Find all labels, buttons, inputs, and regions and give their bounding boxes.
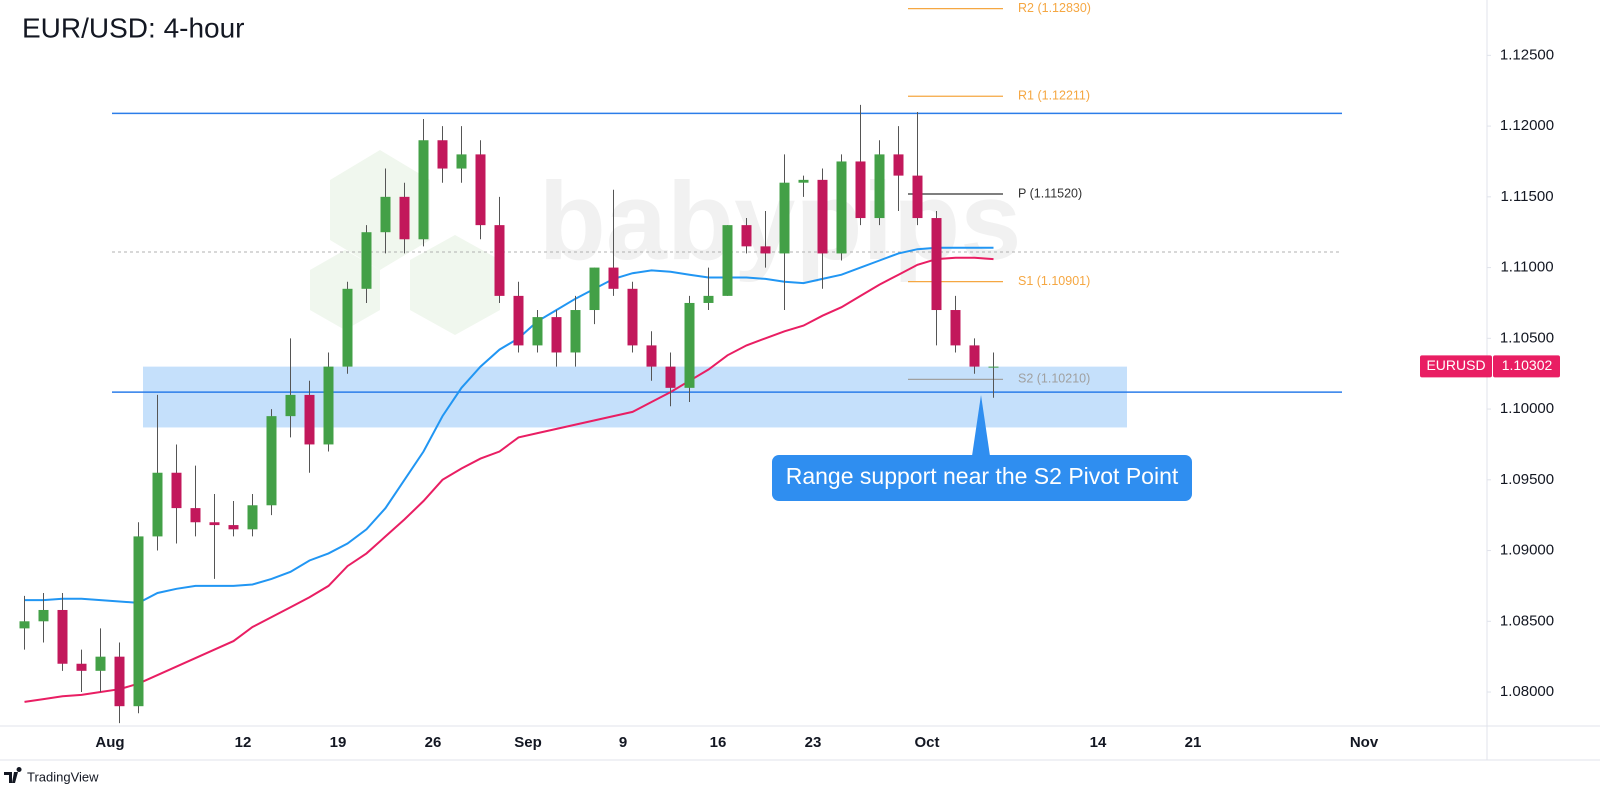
y-tick-label: 1.10500 <box>1500 329 1554 346</box>
plot-area: R2 (1.12830) R1 (1.12211) P (1.11520) S1 (1… <box>19 1 1342 724</box>
candle-body <box>304 394 315 445</box>
y-tick-label: 1.09500 <box>1500 471 1554 488</box>
candle-body <box>722 225 733 296</box>
pivot-label: R2 (1.12830) <box>1018 1 1091 15</box>
candle-body <box>874 154 885 219</box>
candle-body <box>437 140 448 169</box>
candle-body <box>247 505 258 530</box>
candle-body <box>988 366 999 368</box>
x-tick-label: 9 <box>619 734 627 751</box>
x-tick-label: Aug <box>95 734 124 751</box>
candle-body <box>19 621 30 629</box>
watermark-shape <box>410 235 500 335</box>
candle-body <box>114 656 125 707</box>
x-tick-label: 12 <box>235 734 252 751</box>
moving-average <box>24 246 994 604</box>
candle-body <box>779 182 790 254</box>
candle-body <box>969 345 980 367</box>
brand-name: TradingView <box>27 769 99 784</box>
x-tick-label: 19 <box>330 734 347 751</box>
brand-logo <box>4 767 22 783</box>
candle-body <box>855 161 866 219</box>
brand: TradingView <box>4 767 99 784</box>
candle-body <box>950 310 961 346</box>
chart-title: EUR/USD: 4-hour <box>22 12 245 43</box>
candle-body <box>589 267 600 311</box>
candle-body <box>817 179 828 254</box>
candle-body <box>361 232 372 289</box>
candle-body <box>608 267 619 289</box>
x-tick-label: 14 <box>1090 734 1107 751</box>
candle-body <box>931 218 942 311</box>
candle-body <box>57 609 68 664</box>
candle-body <box>627 288 638 346</box>
price-value: 1.10302 <box>1502 357 1553 373</box>
candle-body <box>760 246 771 254</box>
candle-body <box>513 295 524 346</box>
candle-body <box>475 154 486 226</box>
callout-arrow <box>972 395 990 456</box>
candle-body <box>399 196 410 240</box>
candle-body <box>190 508 201 523</box>
x-tick-label: 23 <box>805 734 822 751</box>
candle-body <box>228 525 239 530</box>
x-tick-label: 26 <box>425 734 442 751</box>
y-tick-label: 1.08500 <box>1500 612 1554 629</box>
candle-body <box>209 522 220 526</box>
y-tick-label: 1.11500 <box>1500 188 1553 205</box>
pivot-label: S2 (1.10210) <box>1018 372 1090 386</box>
x-tick-label: Oct <box>914 734 939 751</box>
candle-body <box>912 175 923 219</box>
candle-body <box>665 366 676 388</box>
pivot-label: R1 (1.12211) <box>1018 89 1090 103</box>
candle-body <box>703 295 714 303</box>
candle-body <box>646 345 657 367</box>
candle-body <box>570 310 581 353</box>
x-tick-label: Sep <box>514 734 542 751</box>
x-tick-label: Nov <box>1350 734 1379 751</box>
y-tick-label: 1.12000 <box>1500 117 1554 134</box>
price-tag <box>1493 355 1560 378</box>
candle-body <box>171 472 182 509</box>
candle-body <box>532 317 543 346</box>
candle-body <box>836 161 847 254</box>
candle-body <box>684 302 695 388</box>
y-tick-label: 1.08000 <box>1500 683 1554 700</box>
candle-body <box>494 225 505 296</box>
y-tick-label: 1.11000 <box>1500 259 1553 276</box>
price-tag <box>1420 355 1492 378</box>
candle-body <box>551 317 562 353</box>
candle-body <box>95 656 106 671</box>
candle-body <box>456 154 467 169</box>
candle-body <box>380 196 391 233</box>
y-tick-label: 1.09000 <box>1500 542 1554 559</box>
candle-body <box>798 179 809 183</box>
x-tick-label: 16 <box>710 734 727 751</box>
moving-average <box>24 256 994 703</box>
candle-body <box>285 394 296 417</box>
pivot-label: P (1.11520) <box>1018 186 1082 200</box>
candle-body <box>152 472 163 537</box>
candle-body <box>342 288 353 367</box>
callout-box <box>772 455 1192 501</box>
x-tick-label: 21 <box>1185 734 1202 751</box>
candle-body <box>323 366 334 445</box>
pivot-label: S1 (1.10901) <box>1018 274 1090 288</box>
candle-body <box>76 663 87 671</box>
candle-body <box>418 140 429 240</box>
price-symbol: EURUSD <box>1426 357 1485 373</box>
candle-body <box>893 154 904 176</box>
y-tick-label: 1.10000 <box>1500 400 1554 417</box>
callout-text: Range support near the S2 Pivot Point <box>786 463 1179 489</box>
y-tick-label: 1.12500 <box>1500 46 1554 63</box>
candle-body <box>266 416 277 506</box>
candle-body <box>741 225 752 247</box>
candle-body <box>38 609 49 622</box>
candle-body <box>133 536 144 707</box>
